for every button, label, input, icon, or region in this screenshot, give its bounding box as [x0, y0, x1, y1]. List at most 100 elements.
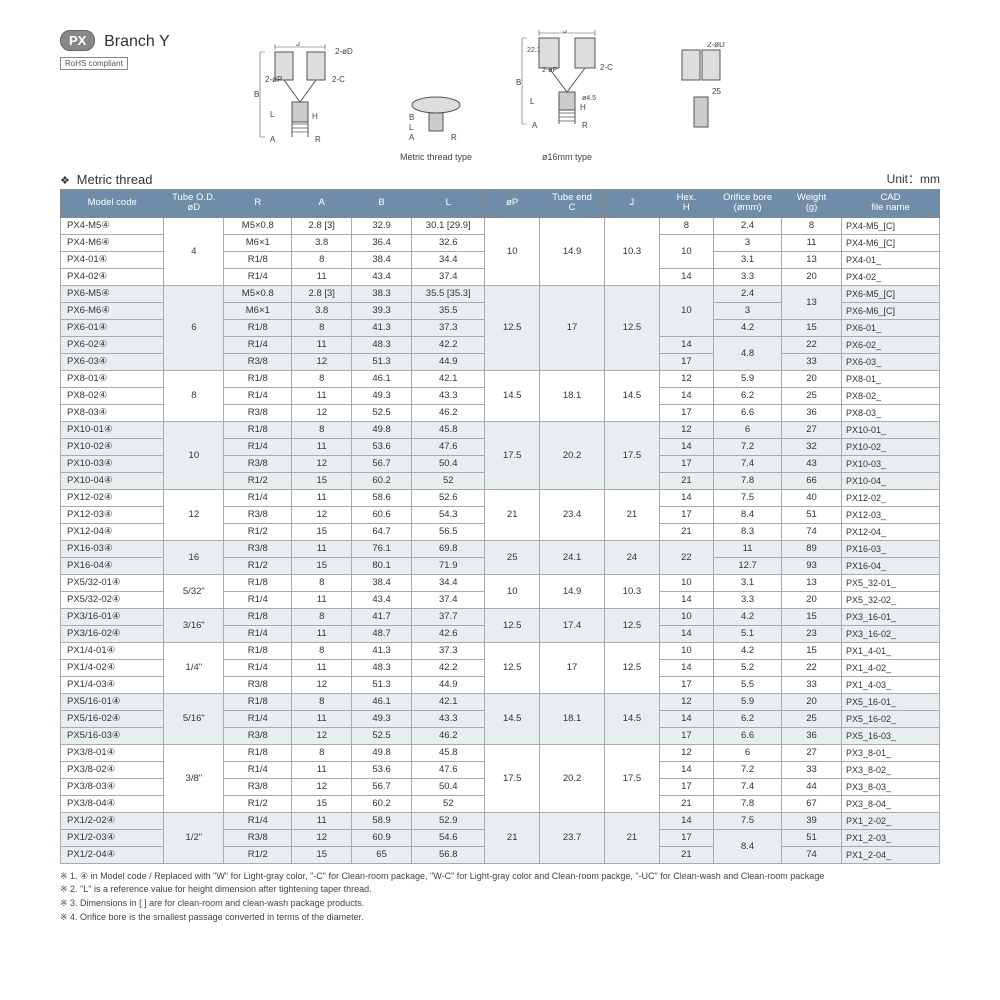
table-row: PX3/8-01④3/8"R1/8849.845.817.520.217.512… [61, 744, 940, 761]
table-cell: 17 [659, 727, 713, 744]
table-cell: PX3/8-03④ [61, 778, 164, 795]
table-cell: PX3/16-01④ [61, 608, 164, 625]
table-cell: 1/2" [164, 812, 224, 863]
table-cell: PX5/16-01④ [61, 693, 164, 710]
table-cell: R1/4 [224, 591, 292, 608]
table-cell: 16 [164, 540, 224, 574]
table-cell: PX1/4-02④ [61, 659, 164, 676]
table-cell: 42.2 [412, 336, 485, 353]
table-cell: 20.2 [539, 744, 604, 812]
table-cell: PX6-02_ [841, 336, 939, 353]
table-cell: 8 [292, 370, 352, 387]
table-cell: R1/4 [224, 438, 292, 455]
table-cell: PX12-04④ [61, 523, 164, 540]
table-cell: 14.9 [539, 217, 604, 285]
table-cell: PX6-03_ [841, 353, 939, 370]
table-cell: 12.5 [485, 285, 539, 370]
table-cell: 3.3 [714, 268, 782, 285]
table-cell: 38.4 [352, 251, 412, 268]
table-cell: 56.7 [352, 778, 412, 795]
table-cell: 20 [782, 693, 842, 710]
svg-text:B: B [254, 90, 259, 99]
table-cell: PX6-02④ [61, 336, 164, 353]
table-cell: 6.2 [714, 710, 782, 727]
table-cell: 11 [292, 268, 352, 285]
table-cell: 46.2 [412, 404, 485, 421]
table-cell: 12 [164, 489, 224, 540]
table-row: PX4-M5④4M5×0.82.8 [3]32.930.1 [29.9]1014… [61, 217, 940, 234]
table-cell: R1/4 [224, 761, 292, 778]
table-cell: 2.4 [714, 217, 782, 234]
table-cell: 14.5 [485, 693, 539, 744]
table-cell: 20 [782, 370, 842, 387]
svg-text:A: A [270, 135, 276, 144]
table-cell: 13 [782, 285, 842, 319]
table-row: PX8-01④8R1/8846.142.114.518.114.5125.920… [61, 370, 940, 387]
table-cell: 8 [659, 217, 713, 234]
table-cell: 43.4 [352, 268, 412, 285]
svg-text:L: L [409, 123, 414, 132]
table-cell: 89 [782, 540, 842, 557]
table-cell: 53.6 [352, 438, 412, 455]
table-cell: 11 [292, 489, 352, 506]
table-cell: M6×1 [224, 302, 292, 319]
svg-text:2-øD: 2-øD [335, 47, 353, 56]
table-cell: 60.9 [352, 829, 412, 846]
svg-text:25: 25 [712, 87, 721, 96]
table-cell: PX6-03④ [61, 353, 164, 370]
table-cell: 37.4 [412, 591, 485, 608]
table-cell: 11 [292, 591, 352, 608]
table-cell: PX10-03_ [841, 455, 939, 472]
table-cell: 35.5 [412, 302, 485, 319]
table-cell: 58.9 [352, 812, 412, 829]
table-cell: 14 [659, 591, 713, 608]
table-cell: PX16-03_ [841, 540, 939, 557]
table-cell: R1/2 [224, 523, 292, 540]
table-cell: 44 [782, 778, 842, 795]
table-cell: 5.2 [714, 659, 782, 676]
table-cell: 14 [659, 710, 713, 727]
table-cell: 8 [292, 744, 352, 761]
table-cell: PX8-01_ [841, 370, 939, 387]
diagram-16mm: B J 22.1 2-øP 2-C L ø4.5 H A R ø16mm typ… [492, 30, 642, 162]
table-cell: 34.4 [412, 251, 485, 268]
table-cell: PX1/4-03④ [61, 676, 164, 693]
table-cell: PX1/4-01④ [61, 642, 164, 659]
table-cell: 18.1 [539, 370, 604, 421]
section-title: ❖ Metric thread [60, 172, 153, 187]
table-cell: R3/8 [224, 455, 292, 472]
table-cell: 11 [292, 387, 352, 404]
table-cell: R1/8 [224, 251, 292, 268]
table-cell: 74 [782, 846, 842, 863]
table-cell: PX5/32-01④ [61, 574, 164, 591]
table-cell: 39 [782, 812, 842, 829]
unit-label: Unit：mm [887, 170, 940, 187]
table-cell: 49.8 [352, 744, 412, 761]
table-cell: R1/2 [224, 472, 292, 489]
svg-text:R: R [451, 133, 457, 142]
table-cell: 1/4" [164, 642, 224, 693]
table-cell: R1/4 [224, 489, 292, 506]
table-cell: R1/2 [224, 846, 292, 863]
table-cell: 17.5 [485, 421, 539, 489]
table-cell: 13 [782, 574, 842, 591]
bullet-icon: ❖ [60, 175, 70, 187]
svg-text:2-C: 2-C [600, 63, 613, 72]
table-cell: R1/4 [224, 387, 292, 404]
table-cell: 54.3 [412, 506, 485, 523]
table-cell: PX3_8-03_ [841, 778, 939, 795]
table-cell: 80.1 [352, 557, 412, 574]
table-cell: 17.4 [539, 608, 604, 642]
table-cell: PX5_32-01_ [841, 574, 939, 591]
table-cell: 14.5 [605, 370, 659, 421]
table-cell: 7.5 [714, 489, 782, 506]
table-cell: 3/16" [164, 608, 224, 642]
table-row: PX6-M5④6M5×0.82.8 [3]38.335.5 [35.3]12.5… [61, 285, 940, 302]
table-cell: 5.5 [714, 676, 782, 693]
table-cell: 12.5 [605, 285, 659, 370]
table-cell: 17 [659, 455, 713, 472]
svg-text:2-øD: 2-øD [707, 42, 725, 49]
table-cell: 14 [659, 387, 713, 404]
table-cell: PX12-02_ [841, 489, 939, 506]
table-header: CADfile name [841, 190, 939, 218]
